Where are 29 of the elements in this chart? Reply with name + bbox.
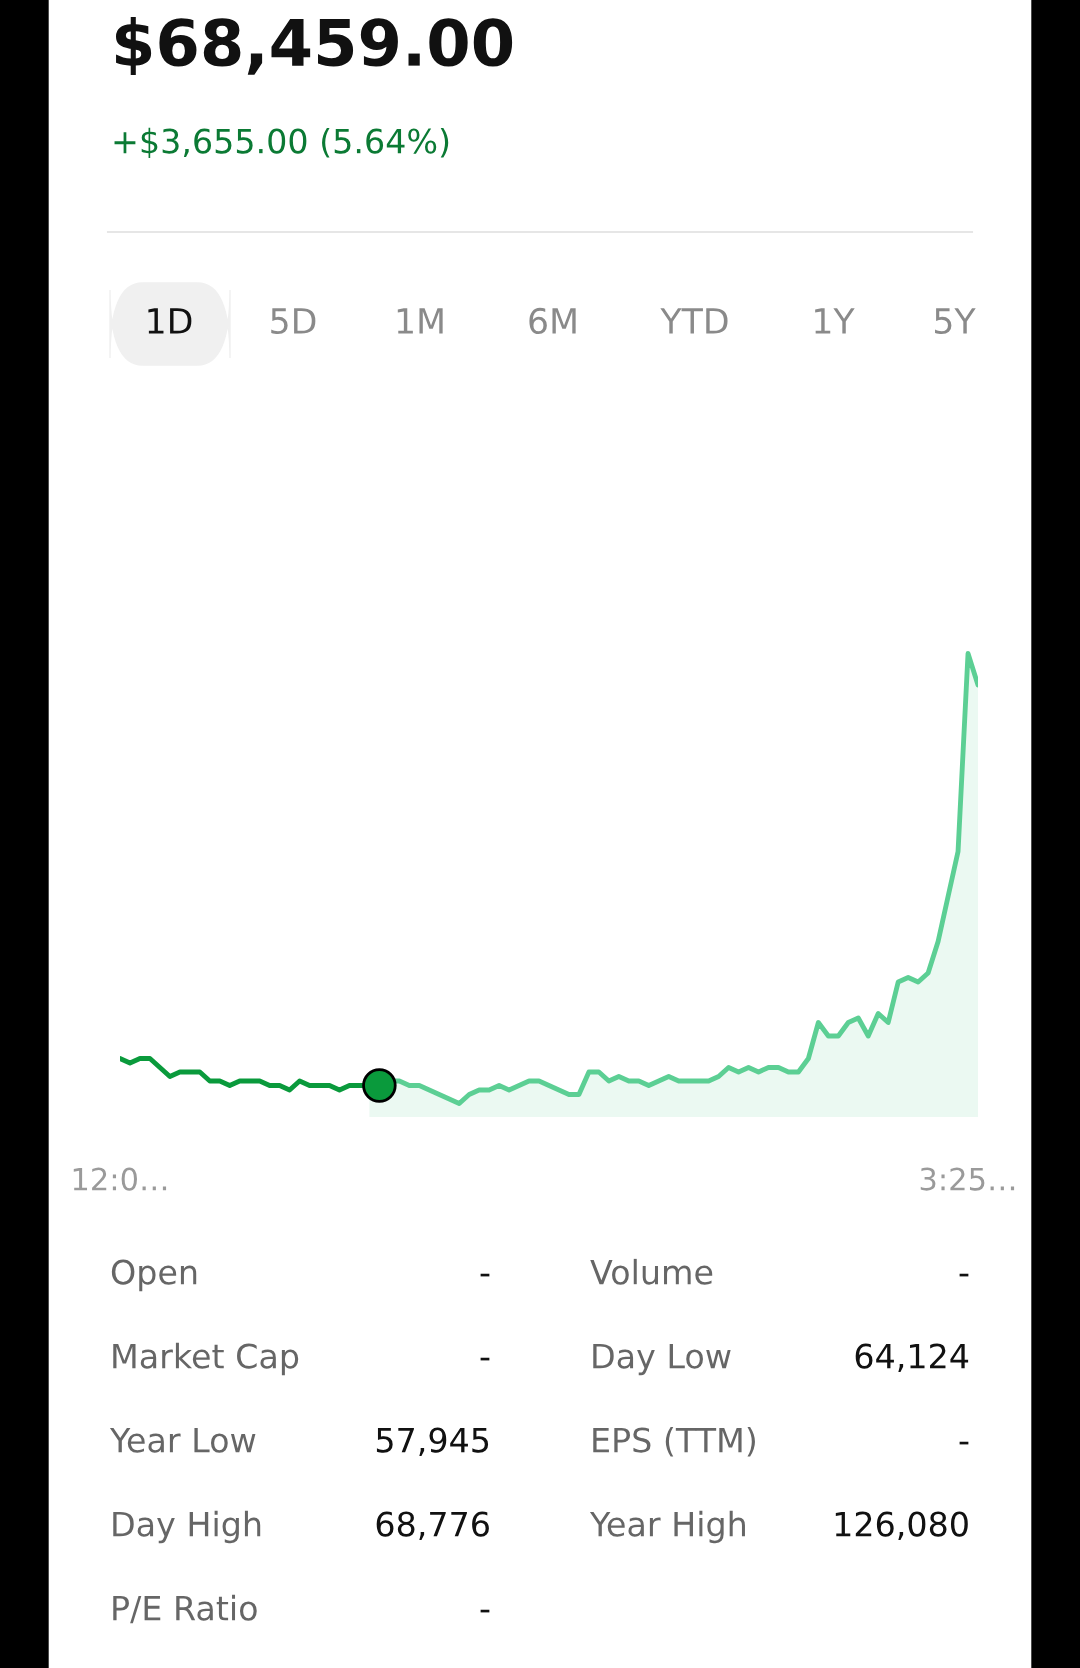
text: - [959,1273,969,1277]
text: - [480,1273,490,1277]
text: 6M [529,307,576,335]
text: P/E Ratio [113,1594,257,1624]
text: Year High [589,1510,745,1544]
chart-title: $68,459.00 [115,17,513,76]
chart-subtitle: +$3,655.00 (5.64%) [114,127,449,159]
text: 126,080 [835,1511,968,1541]
text: EPS (TTM) [593,1426,755,1457]
text: - [959,1441,969,1445]
text: 1D [148,308,192,334]
text: 57,945 [376,1427,489,1457]
text: 68,776 [376,1511,489,1541]
text: YTD [660,308,728,334]
text: 5Y [935,308,976,335]
text: 5D [271,308,316,335]
text: - [480,1357,490,1361]
text: Day High [113,1510,261,1544]
text: - [480,1609,490,1613]
text: Year Low [109,1427,256,1453]
text: 1M [397,308,443,334]
text: 64,124 [855,1343,969,1373]
text: Volume [590,1258,713,1285]
text: Open [111,1259,197,1292]
text: 1Y [815,308,855,334]
text: Day Low [593,1343,731,1376]
text: Market Cap [113,1342,299,1376]
x-tick-label: 12:0… [73,1167,167,1191]
x-tick-label: 3:25… [920,1167,1015,1191]
